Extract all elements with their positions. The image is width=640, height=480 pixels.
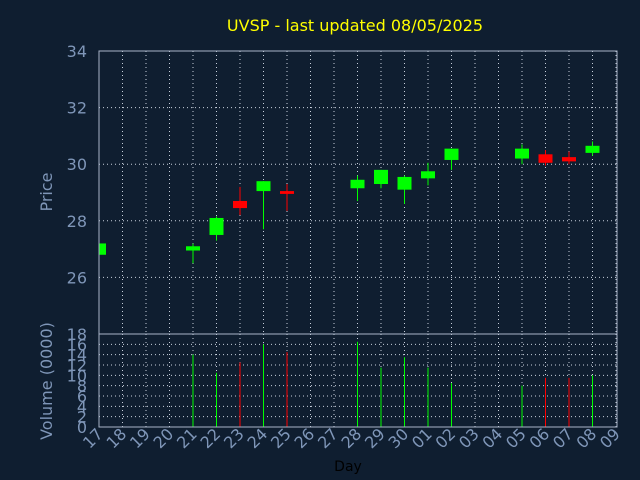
- candle-body: [585, 145, 600, 153]
- price-panel: 26 28 30 32 34: [67, 42, 618, 335]
- candle-body: [374, 169, 388, 185]
- volume-tick-label: 18: [67, 325, 87, 344]
- candle: [209, 216, 224, 241]
- price-tick-label: 34: [67, 42, 87, 61]
- candle: [397, 175, 412, 204]
- price-axis-label: Price: [37, 172, 56, 211]
- candle-body: [233, 200, 247, 209]
- price-tick-label: 28: [67, 212, 87, 231]
- candle: [538, 150, 553, 166]
- candle-body: [515, 148, 529, 159]
- candle: [515, 144, 529, 165]
- volume-tick-label: 8: [77, 377, 87, 396]
- day-tick-label: 09: [596, 424, 624, 452]
- volume-tick-label: 16: [67, 335, 87, 354]
- candle: [233, 186, 247, 216]
- candle-body: [350, 179, 365, 189]
- volume-tick-label: 0: [77, 418, 87, 437]
- candle: [585, 141, 600, 156]
- volume-axis-label: Volume (0000): [37, 322, 56, 440]
- candle: [562, 151, 576, 165]
- candle-body: [256, 181, 271, 192]
- volume-tick-label: 2: [77, 408, 87, 427]
- candle-body: [562, 157, 576, 162]
- candle-body: [280, 191, 294, 194]
- volume-tick-label: 12: [67, 356, 87, 375]
- volume-tick-label: 4: [77, 397, 87, 416]
- candle-body: [397, 176, 412, 190]
- candle: [374, 169, 388, 189]
- candle: [256, 181, 271, 230]
- candle: [421, 162, 435, 186]
- volume-panel: 0246810121416181718192021222324252627282…: [67, 325, 624, 452]
- candle: [280, 184, 294, 211]
- candle-body: [538, 154, 553, 163]
- candle: [444, 148, 459, 170]
- candle-body: [186, 246, 200, 251]
- candle: [98, 243, 106, 255]
- candle-body: [99, 243, 106, 255]
- candle-body: [421, 171, 435, 179]
- volume-plot-frame: [98, 333, 618, 428]
- volume-tick-label: 14: [67, 346, 87, 365]
- price-tick-label: 32: [67, 99, 87, 118]
- candle: [186, 243, 200, 264]
- candle: [350, 175, 365, 201]
- candle-body: [209, 217, 224, 235]
- price-tick-label: 26: [67, 268, 87, 287]
- chart-title: UVSP - last updated 08/05/2025: [227, 16, 483, 35]
- candle-body: [444, 148, 459, 160]
- volume-tick-label: 10: [67, 366, 87, 385]
- volume-tick-label: 6: [77, 387, 87, 406]
- x-axis-label: Day: [334, 459, 362, 475]
- price-tick-label: 30: [67, 155, 87, 174]
